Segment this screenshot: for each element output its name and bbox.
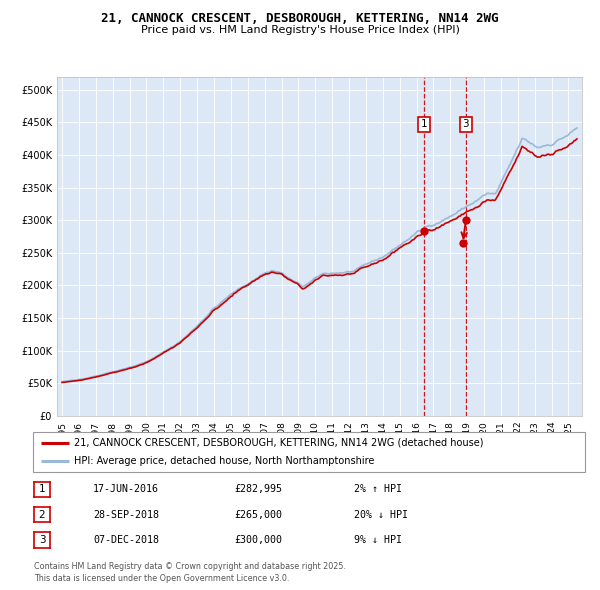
Text: 28-SEP-2018: 28-SEP-2018	[93, 510, 159, 520]
Text: Price paid vs. HM Land Registry's House Price Index (HPI): Price paid vs. HM Land Registry's House …	[140, 25, 460, 35]
Text: 07-DEC-2018: 07-DEC-2018	[93, 535, 159, 545]
Text: 21, CANNOCK CRESCENT, DESBOROUGH, KETTERING, NN14 2WG (detached house): 21, CANNOCK CRESCENT, DESBOROUGH, KETTER…	[74, 438, 484, 448]
Text: £282,995: £282,995	[234, 484, 282, 494]
Text: 17-JUN-2016: 17-JUN-2016	[93, 484, 159, 494]
Text: 20% ↓ HPI: 20% ↓ HPI	[354, 510, 408, 520]
Text: 1: 1	[421, 119, 428, 129]
Text: £300,000: £300,000	[234, 535, 282, 545]
Text: Contains HM Land Registry data © Crown copyright and database right 2025.
This d: Contains HM Land Registry data © Crown c…	[34, 562, 346, 583]
Text: 2% ↑ HPI: 2% ↑ HPI	[354, 484, 402, 494]
Text: 3: 3	[38, 535, 46, 545]
Text: 21, CANNOCK CRESCENT, DESBOROUGH, KETTERING, NN14 2WG: 21, CANNOCK CRESCENT, DESBOROUGH, KETTER…	[101, 12, 499, 25]
Text: 2: 2	[38, 510, 46, 520]
Text: 9% ↓ HPI: 9% ↓ HPI	[354, 535, 402, 545]
Text: £265,000: £265,000	[234, 510, 282, 520]
FancyBboxPatch shape	[33, 432, 585, 472]
Text: HPI: Average price, detached house, North Northamptonshire: HPI: Average price, detached house, Nort…	[74, 456, 375, 466]
Text: 1: 1	[38, 484, 46, 494]
Text: 3: 3	[463, 119, 469, 129]
